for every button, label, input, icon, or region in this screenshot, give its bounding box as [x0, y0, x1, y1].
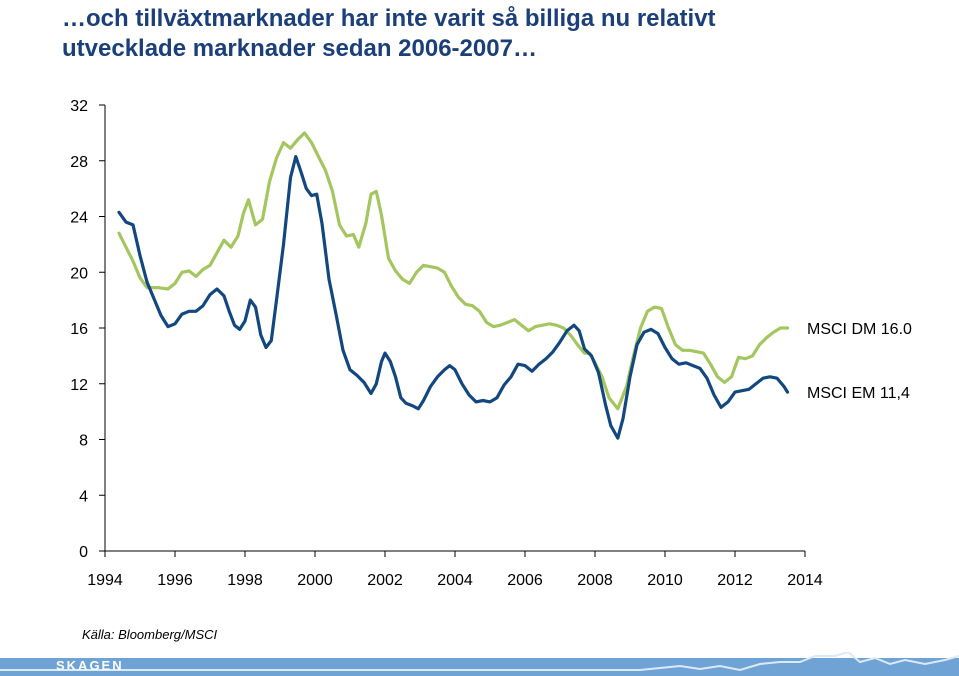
x-tick-label: 2008	[577, 572, 613, 589]
y-tick-label: 16	[70, 321, 88, 338]
y-tick-label: 32	[70, 98, 88, 115]
x-tick-label: 1994	[87, 572, 123, 589]
y-tick-label: 12	[70, 377, 88, 394]
x-tick-label: 2010	[647, 572, 683, 589]
y-tick-label: 24	[70, 210, 88, 227]
skagen-logo: SKAGEN	[56, 658, 124, 673]
footer-mountain-line	[0, 652, 959, 672]
x-tick-label: 2006	[507, 572, 543, 589]
source-note: Källa: Bloomberg/MSCI	[82, 627, 218, 642]
x-tick-label: 2012	[717, 572, 753, 589]
x-tick-label: 2014	[787, 572, 823, 589]
slide-title-line-2: utvecklade marknader sedan 2006-2007…	[62, 35, 537, 62]
y-tick-label: 4	[79, 488, 88, 505]
x-tick-label: 2000	[297, 572, 333, 589]
footer-band-fill	[0, 658, 959, 676]
series-label-msci-dm: MSCI DM 16.0	[807, 321, 912, 338]
x-tick-label: 1998	[227, 572, 263, 589]
y-tick-label: 0	[79, 544, 88, 561]
slide-title-line-1: …och tillväxtmarknader har inte varit så…	[62, 5, 716, 32]
footer-band	[0, 652, 959, 676]
y-tick-label: 8	[79, 433, 88, 450]
series-line-msci-dm	[117, 131, 790, 411]
slide-title: …och tillväxtmarknader har inte varit så…	[62, 4, 942, 64]
x-tick-label: 2004	[437, 572, 473, 589]
y-tick-label: 20	[70, 265, 88, 282]
series-line-msci-em	[117, 155, 790, 440]
series-label-msci-em: MSCI EM 11,4	[807, 385, 910, 402]
y-tick-label: 28	[70, 154, 88, 171]
x-tick-label: 2002	[367, 572, 403, 589]
x-tick-label: 1996	[157, 572, 193, 589]
